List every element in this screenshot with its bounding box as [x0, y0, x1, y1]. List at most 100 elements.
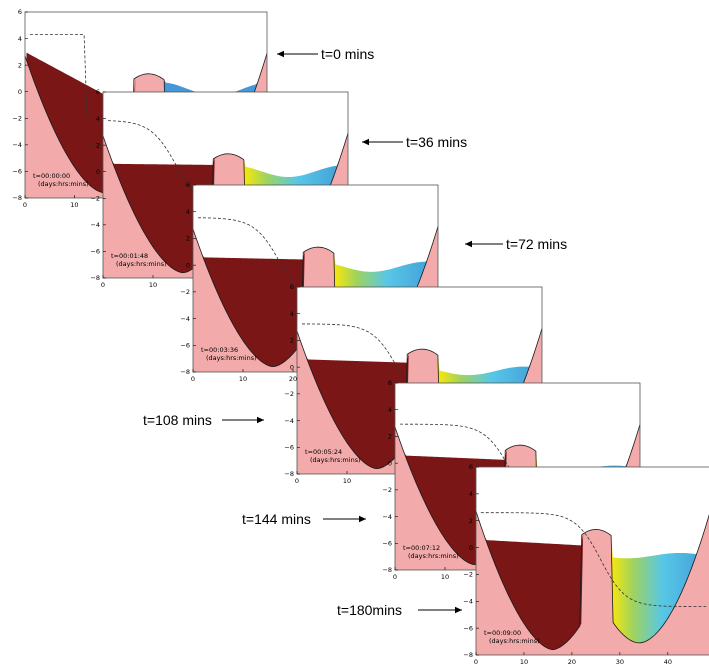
y-tick-label: 6 — [388, 379, 392, 387]
y-tick-label: −6 — [90, 248, 100, 256]
time-readout: t=00:03:36 — [201, 346, 238, 354]
bed-outline — [475, 511, 709, 651]
y-tick-label: −2 — [12, 114, 22, 122]
arrowhead-icon — [359, 515, 366, 523]
x-tick-label: 40 — [664, 658, 672, 666]
dashed-profile — [480, 512, 707, 608]
dense-fluid — [298, 335, 415, 469]
x-tick-label: 0 — [191, 375, 195, 383]
callout-label: t=72 mins — [506, 236, 567, 252]
callout-label: t=108 mins — [143, 412, 212, 428]
y-tick-label: 4 — [186, 208, 190, 216]
time-format-label: (days:hrs:mins) — [38, 180, 89, 188]
y-tick-label: −6 — [12, 168, 22, 176]
x-tick-label: 30 — [616, 658, 624, 666]
y-tick-label: −4 — [463, 597, 473, 605]
x-tick-label: 20 — [289, 375, 297, 383]
y-tick-label: −6 — [382, 539, 392, 547]
x-tick-label: 0 — [23, 201, 27, 209]
y-tick-label: 0 — [469, 544, 473, 552]
time-format-label: (days:hrs:mins) — [310, 456, 361, 464]
y-tick-label: 2 — [18, 61, 22, 69]
callout: t=144 mins — [242, 511, 366, 527]
x-tick-label: 0 — [101, 281, 105, 289]
dense-fluid — [104, 140, 221, 273]
y-tick-label: 6 — [186, 181, 190, 189]
time-readout: t=00:01:48 — [111, 252, 148, 260]
y-tick-label: −2 — [463, 571, 473, 579]
callout: t=180mins — [337, 602, 462, 618]
x-tick-label: 0 — [295, 477, 299, 485]
y-tick-label: 4 — [388, 406, 392, 414]
y-tick-label: −4 — [90, 221, 100, 229]
y-tick-label: 0 — [186, 261, 190, 269]
y-tick-label: 0 — [96, 168, 100, 176]
arrowhead-icon — [455, 606, 462, 614]
time-format-label: (days:hrs:mins) — [206, 354, 257, 362]
arrowhead-icon — [257, 416, 264, 424]
y-tick-label: 6 — [290, 283, 294, 291]
time-readout: t=00:09:00 — [484, 629, 521, 637]
panel-frame — [475, 466, 709, 656]
y-tick-label: 6 — [469, 463, 473, 471]
x-tick-label: 10 — [70, 201, 78, 209]
x-tick-label: 10 — [239, 375, 247, 383]
y-tick-label: −8 — [382, 566, 392, 574]
y-tick-label: −2 — [180, 288, 190, 296]
y-tick-label: 2 — [290, 337, 294, 345]
dense-fluid — [194, 233, 311, 367]
y-tick-label: 4 — [96, 115, 100, 123]
y-tick-label: 2 — [186, 235, 190, 243]
y-tick-label: 2 — [96, 141, 100, 149]
callout: t=36 mins — [362, 134, 467, 150]
ground-fill — [476, 511, 709, 655]
y-tick-label: −8 — [463, 651, 473, 659]
time-format-label: (days:hrs:mins) — [408, 552, 459, 560]
y-tick-label: 4 — [290, 310, 294, 318]
y-tick-label: 6 — [96, 88, 100, 96]
y-tick-label: −8 — [90, 274, 100, 282]
time-readout: t=00:07:12 — [403, 544, 440, 552]
time-format-label: (days:hrs:mins) — [116, 260, 167, 268]
y-tick-label: −2 — [284, 390, 294, 398]
y-tick-label: −6 — [463, 624, 473, 632]
y-tick-label: 0 — [388, 459, 392, 467]
y-tick-label: −4 — [12, 141, 22, 149]
callout: t=0 mins — [277, 46, 374, 62]
x-tick-label: 0 — [474, 658, 478, 666]
y-tick-label: 0 — [290, 363, 294, 371]
y-tick-label: −4 — [284, 417, 294, 425]
callout-label: t=180mins — [337, 602, 402, 618]
y-tick-label: 2 — [388, 433, 392, 441]
x-tick-label: 10 — [441, 573, 449, 581]
arrowhead-icon — [465, 240, 472, 248]
x-tick-label: 10 — [520, 658, 528, 666]
y-tick-label: −2 — [382, 486, 392, 494]
y-tick-label: −4 — [382, 513, 392, 521]
callout-label: t=36 mins — [406, 134, 467, 150]
arrowhead-icon — [362, 138, 369, 146]
callout-label: t=0 mins — [321, 46, 374, 62]
y-tick-label: 4 — [469, 490, 473, 498]
callout: t=72 mins — [465, 236, 567, 252]
y-tick-label: 0 — [18, 88, 22, 96]
y-tick-label: −2 — [90, 194, 100, 202]
x-tick-label: 10 — [343, 477, 351, 485]
callout: t=108 mins — [143, 412, 264, 428]
x-tick-label: 20 — [568, 658, 576, 666]
y-tick-label: 4 — [18, 35, 22, 43]
y-tick-label: −6 — [284, 443, 294, 451]
x-tick-label: 0 — [393, 573, 397, 581]
y-tick-label: 6 — [18, 8, 22, 16]
y-tick-label: −4 — [180, 315, 190, 323]
time-format-label: (days:hrs:mins) — [489, 637, 540, 645]
callout-label: t=144 mins — [242, 511, 311, 527]
y-tick-label: −8 — [284, 470, 294, 478]
arrowhead-icon — [277, 50, 284, 58]
x-tick-label: 10 — [149, 281, 157, 289]
y-tick-label: −8 — [12, 194, 22, 202]
y-tick-label: −6 — [180, 341, 190, 349]
y-tick-label: 2 — [469, 517, 473, 525]
